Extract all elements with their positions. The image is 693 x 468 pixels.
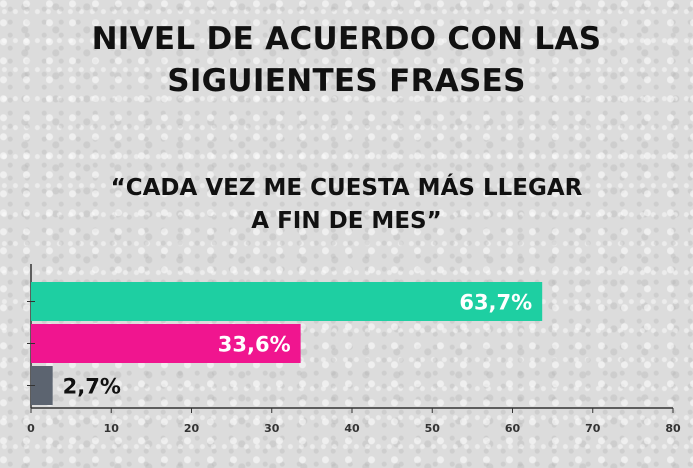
x-tick-label-10: 10: [104, 422, 120, 435]
bar-value-label-3: 2,7%: [63, 375, 121, 399]
bar-value-label-1: 63,7%: [459, 291, 532, 315]
x-tick-label-80: 80: [665, 422, 681, 435]
x-tick-label-20: 20: [184, 422, 200, 435]
chart-title-line-2: SIGUIENTES FRASES: [167, 63, 526, 99]
x-tick-label-60: 60: [505, 422, 521, 435]
bar-2: [31, 324, 301, 363]
chart-title-line-1: NIVEL DE ACUERDO CON LAS: [91, 21, 602, 57]
bar-value-label-2: 33,6%: [218, 333, 291, 357]
x-tick-label-0: 0: [27, 422, 35, 435]
x-tick-label-50: 50: [425, 422, 441, 435]
chart-title: NIVEL DE ACUERDO CON LAS SIGUIENTES FRAS…: [0, 18, 693, 102]
x-tick-label-70: 70: [585, 422, 601, 435]
bar-1: [31, 282, 543, 321]
chart-subtitle: “CADA VEZ ME CUESTA MÁS LLEGAR A FIN DE …: [0, 172, 693, 238]
x-tick-label-40: 40: [344, 422, 360, 435]
chart-subtitle-line-2: A FIN DE MES”: [251, 208, 442, 234]
x-tick-label-30: 30: [264, 422, 280, 435]
bar-3: [31, 366, 53, 405]
chart-subtitle-line-1: “CADA VEZ ME CUESTA MÁS LLEGAR: [110, 175, 583, 201]
